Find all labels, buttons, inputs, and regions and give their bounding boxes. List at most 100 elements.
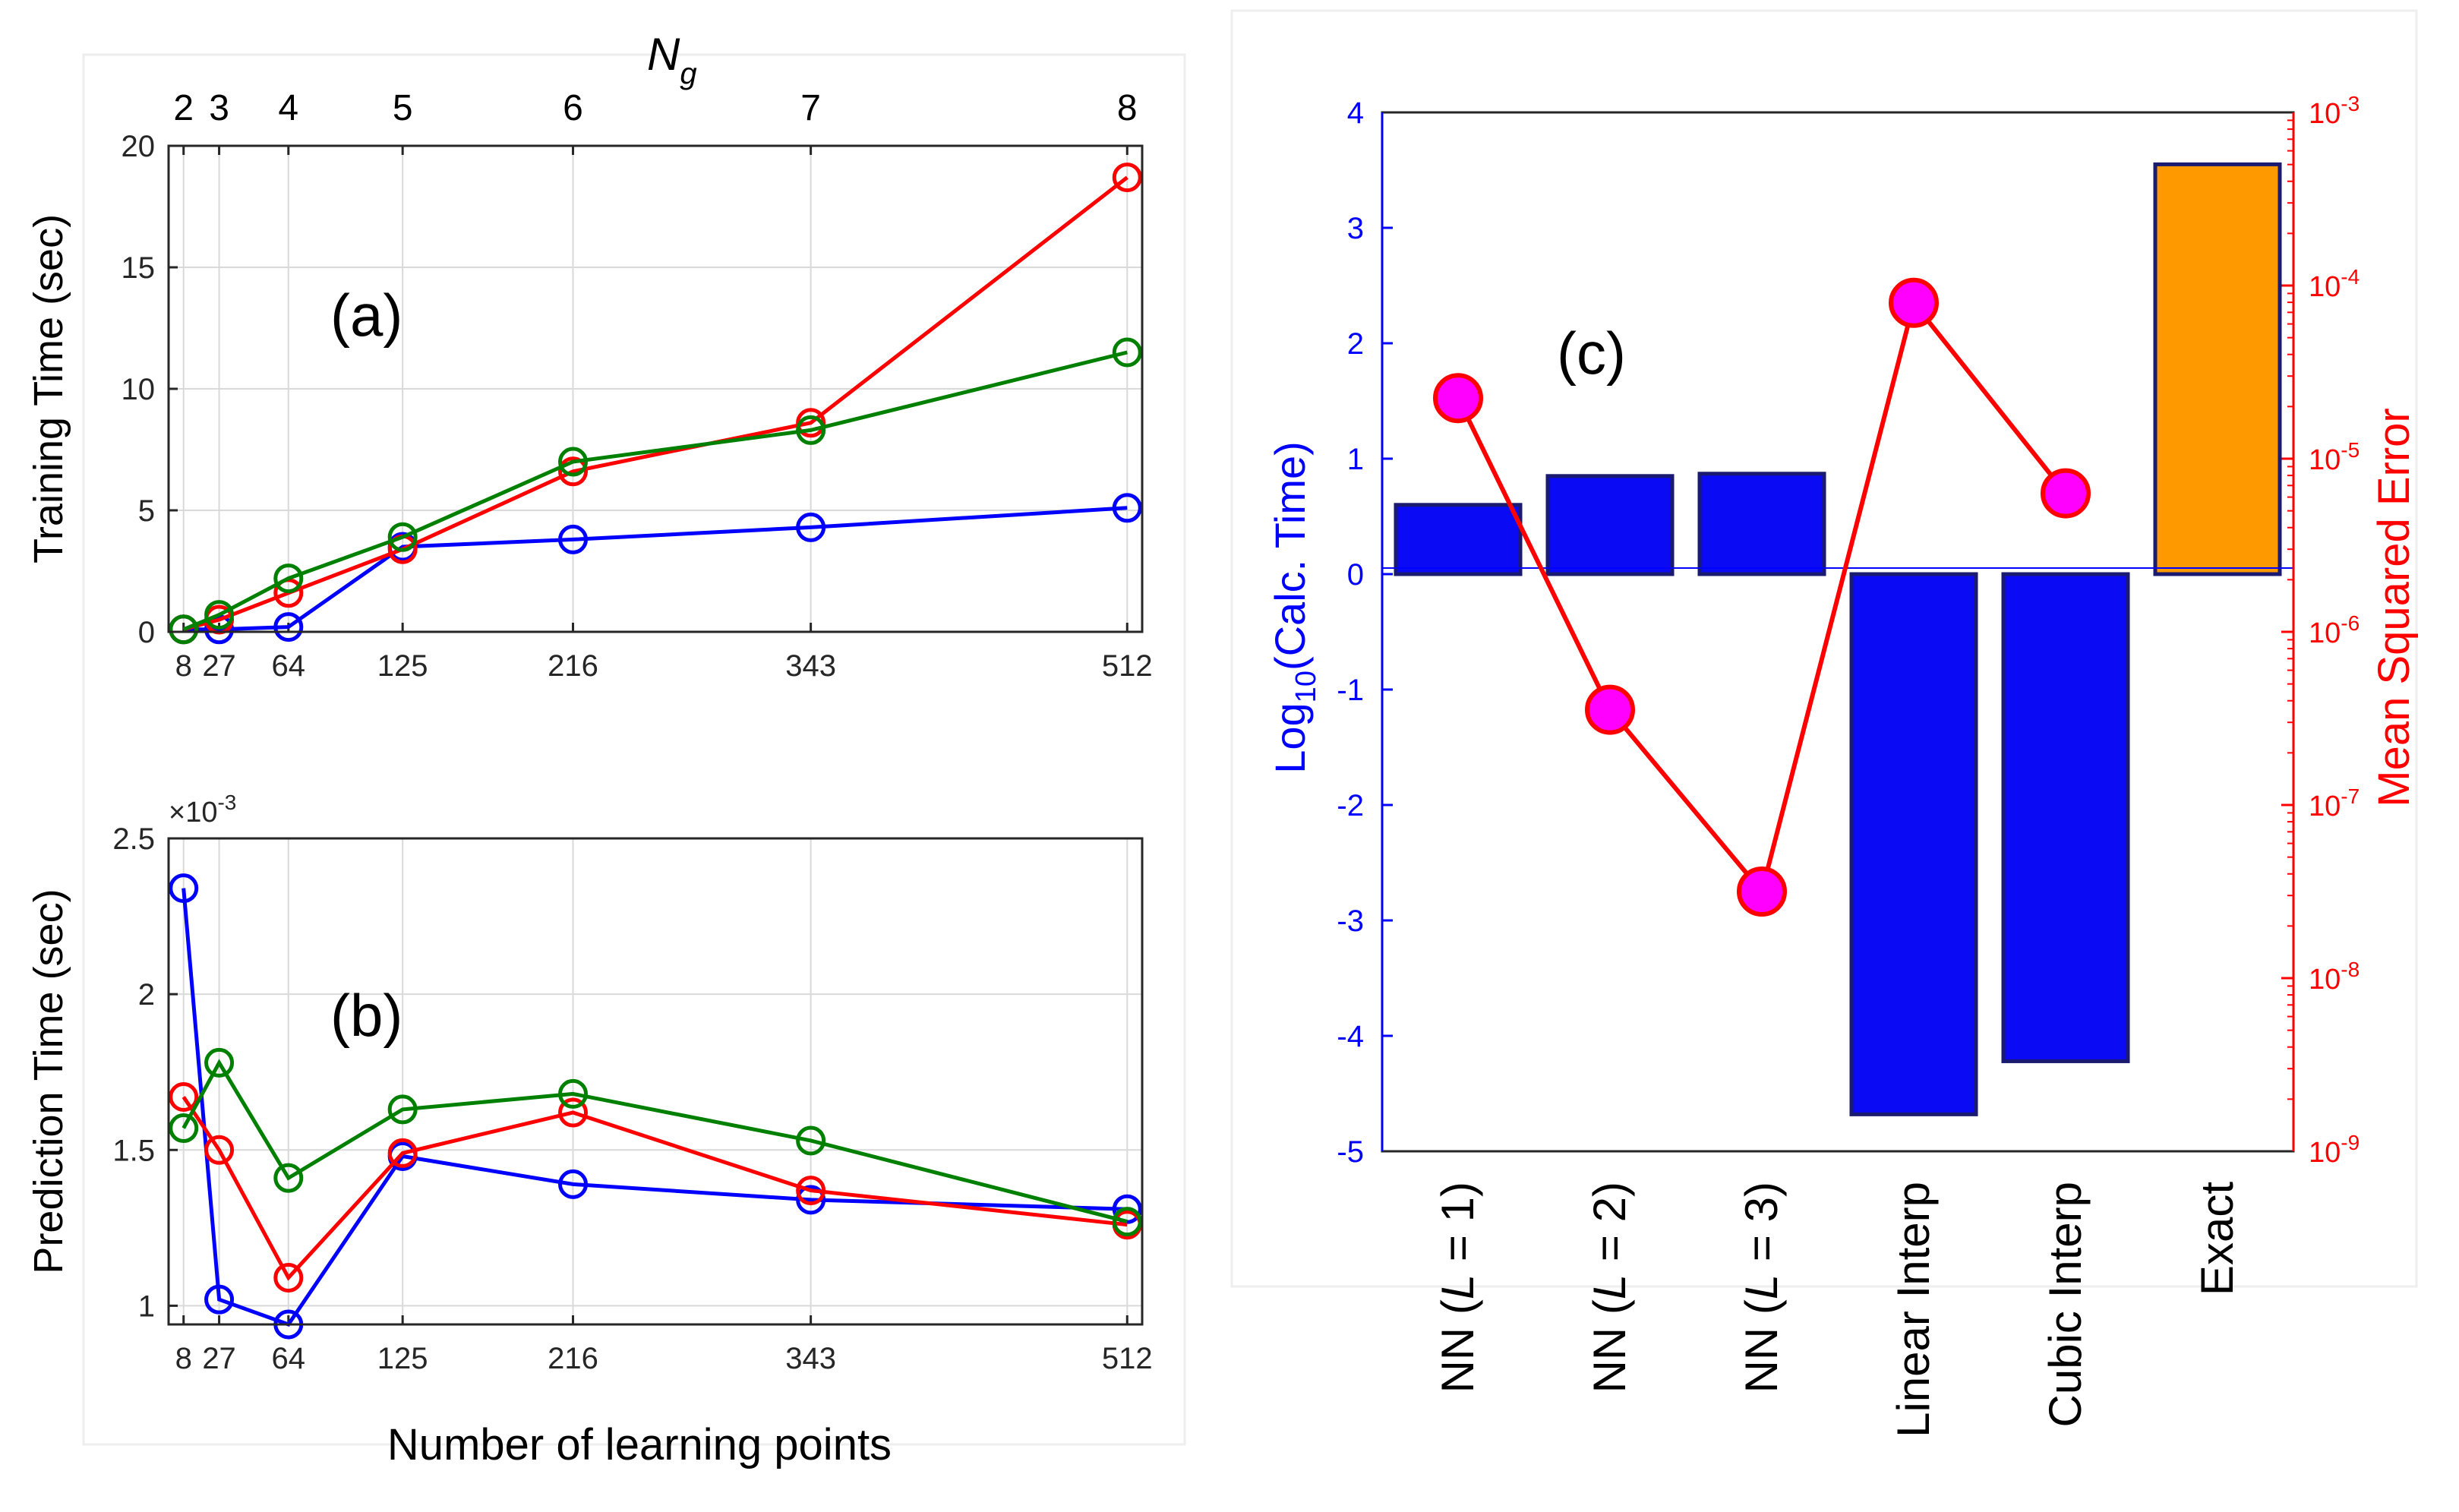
mse-point (1585, 684, 1635, 735)
right-tick-label: 10-3 (2309, 92, 2360, 130)
x-tick-label: 8 (175, 1342, 192, 1375)
y-tick-label: 1 (1347, 443, 1364, 476)
top-axis-title-sub: g (680, 57, 696, 90)
top-tick-label: 4 (278, 88, 298, 128)
scale-exponent-base: ×10 (169, 797, 217, 829)
right-tick-base: 10 (2309, 617, 2341, 649)
y-tick-labels: 1 1.5 2 2.5 (112, 822, 178, 1323)
x-tick-labels: 8 27 64 125 216 343 512 (175, 623, 1153, 683)
x-tick-label: 216 (548, 1342, 598, 1375)
x-tick-labels: 8 27 64 125 216 343 512 (175, 1315, 1153, 1375)
mse-point (1889, 277, 1939, 328)
y-tick-label: -1 (1337, 674, 1364, 707)
series (169, 163, 1142, 645)
prediction-time-chart: 8 27 64 125 216 343 512 1 1.5 2 2.5 Prediction Ti… (26, 791, 1153, 1469)
data-point-blue (169, 873, 199, 904)
data-point-green (387, 522, 418, 552)
category-label-part: L (1584, 1274, 1635, 1299)
right-tick-label: 10-5 (2309, 438, 2360, 476)
data-point-green (273, 563, 304, 594)
right-tick-base: 10 (2309, 444, 2341, 476)
data-point-green (558, 447, 589, 477)
panel-c-frame (1230, 9, 2418, 1288)
panel-ab-frame (82, 53, 1186, 1446)
data-point-red (558, 456, 589, 487)
x-tick-label: 125 (377, 1342, 428, 1375)
data-point-blue (558, 1169, 589, 1199)
data-point-blue (273, 612, 304, 642)
bar (1849, 572, 1978, 1116)
panel-label: (c) (1557, 320, 1626, 387)
right-tick-base: 10 (2309, 98, 2341, 130)
category-label-part: NN ( (1432, 1299, 1483, 1393)
top-tick-label: 3 (209, 88, 229, 128)
y-tick-label: 2.5 (112, 822, 155, 856)
series-line-blue (182, 888, 1128, 1327)
data-point-red (558, 1097, 589, 1128)
y-tick-label: 20 (122, 130, 156, 163)
y-tick-label: 0 (1347, 558, 1364, 592)
x-tick-label: 64 (272, 1342, 306, 1375)
right-tick-label: 10-4 (2309, 265, 2360, 303)
category-label-part: L (1736, 1274, 1787, 1299)
bar (1394, 503, 1523, 576)
bar (1697, 472, 1826, 576)
right-tick-exp: -8 (2341, 958, 2360, 981)
data-point-green (169, 1113, 199, 1144)
data-point-green (169, 614, 199, 645)
plot-area (169, 838, 1142, 1324)
data-point-red (387, 1138, 418, 1168)
y-tick-label: -4 (1337, 1020, 1364, 1053)
axes-box (167, 837, 1144, 1326)
category-label: NN (L = 1) (1432, 1182, 1483, 1393)
data-point-red (169, 1082, 199, 1113)
y-tick-label: -3 (1337, 904, 1364, 938)
top-axis-title: Ng (647, 29, 697, 90)
data-point-green (796, 1125, 826, 1156)
right-tick-exp: -3 (2341, 92, 2360, 115)
right-tick-exp: -4 (2341, 265, 2360, 289)
data-point-green (387, 1094, 418, 1125)
data-point-red (273, 1262, 304, 1293)
left-y-axis-label: Log10(Calc. Time) (1266, 441, 1322, 774)
y-tick-label: 1.5 (112, 1134, 155, 1167)
data-point-red (796, 408, 826, 438)
panel-label: (b) (330, 982, 402, 1049)
right-tick-base: 10 (2309, 271, 2341, 303)
mse-series (1433, 277, 2091, 917)
mse-point (1737, 866, 1787, 917)
category-label-part: = 2) (1584, 1182, 1635, 1274)
category-label: NN (L = 3) (1736, 1182, 1787, 1393)
x-tick-label: 125 (377, 649, 428, 683)
data-point-red (796, 1176, 826, 1206)
x-tick-label: 512 (1102, 649, 1153, 683)
data-point-blue (796, 1185, 826, 1215)
x-axis-label: Number of learning points (387, 1420, 892, 1469)
bar (2153, 162, 2282, 576)
series (169, 873, 1142, 1340)
x-tick-label: 27 (202, 649, 236, 683)
data-point-blue (1112, 1194, 1142, 1224)
series-line-green (182, 1059, 1128, 1224)
scale-exponent: ×10-3 (169, 791, 236, 829)
left-y-label-prefix: Log (1266, 702, 1314, 773)
data-point-green (558, 1078, 589, 1109)
right-tick-base: 10 (2309, 964, 2341, 996)
category-label: Linear Interp (1888, 1182, 1939, 1438)
y-tick-label: -2 (1337, 789, 1364, 822)
category-label-part: NN ( (1736, 1299, 1787, 1393)
right-tick-label: 10-8 (2309, 958, 2360, 996)
data-point-blue (204, 1284, 235, 1315)
data-point-green (796, 415, 826, 445)
top-tick-label: 2 (173, 88, 194, 128)
y-tick-label: 3 (1347, 212, 1364, 245)
bar (1545, 474, 1675, 576)
y-tick-label: -5 (1337, 1135, 1364, 1169)
y-tick-label: 2 (1347, 327, 1364, 361)
category-label: Exact (2192, 1182, 2243, 1296)
top-tick-label: 5 (393, 88, 413, 128)
category-label-part: Linear Interp (1888, 1182, 1939, 1438)
y-tick-label: 0 (138, 616, 155, 649)
